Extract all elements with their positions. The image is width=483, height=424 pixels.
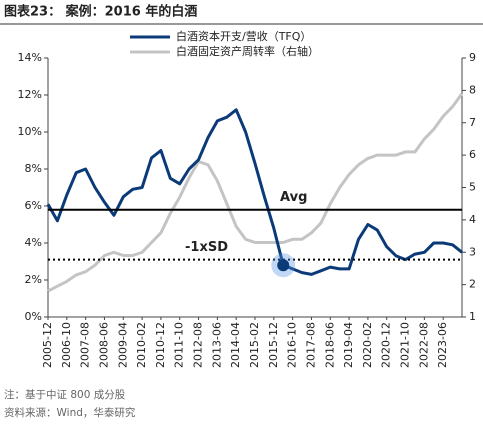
x-tick-label: 2014-04 bbox=[229, 322, 242, 368]
x-tick-label: 2008-06 bbox=[97, 322, 110, 368]
highlight-dot bbox=[277, 259, 290, 272]
x-tick-label: 2010-12 bbox=[154, 322, 167, 368]
x-tick-label: 2016-10 bbox=[286, 322, 299, 368]
reference-label: Avg bbox=[280, 190, 307, 205]
x-tick-label: 2013-06 bbox=[210, 322, 223, 368]
y2-tick-label: 9 bbox=[469, 51, 476, 64]
y-tick-label: 2% bbox=[25, 273, 42, 286]
x-tick-label: 2007-08 bbox=[79, 322, 92, 368]
x-tick-label: 2022-08 bbox=[417, 322, 430, 368]
note: 资料来源：Wind，华泰研究 bbox=[4, 406, 136, 419]
x-tick-label: 2017-08 bbox=[304, 322, 317, 368]
y2-tick-label: 3 bbox=[469, 245, 476, 258]
x-tick-label: 2020-02 bbox=[361, 322, 374, 368]
x-tick-label: 2021-10 bbox=[399, 322, 412, 368]
y2-tick-label: 1 bbox=[469, 310, 476, 323]
y2-tick-label: 6 bbox=[469, 148, 476, 161]
y2-tick-label: 2 bbox=[469, 278, 476, 291]
legend-label: 白酒资本开支/营收（TFQ） bbox=[176, 29, 311, 43]
note: 注：基于中证 800 成分股 bbox=[4, 388, 126, 401]
y-tick-label: 6% bbox=[25, 199, 42, 212]
y2-tick-label: 8 bbox=[469, 83, 476, 96]
x-tick-label: 2020-12 bbox=[380, 322, 393, 368]
y-tick-label: 12% bbox=[18, 88, 42, 101]
x-tick-label: 2015-02 bbox=[248, 322, 261, 368]
y2-tick-label: 4 bbox=[469, 213, 476, 226]
x-tick-label: 2019-04 bbox=[342, 322, 355, 368]
chart-title: 图表23： 案例：2016 年的白酒 bbox=[4, 4, 197, 20]
y-tick-label: 4% bbox=[25, 236, 42, 249]
y-tick-label: 0% bbox=[25, 310, 42, 323]
x-tick-label: 2012-08 bbox=[192, 322, 205, 368]
y2-tick-label: 5 bbox=[469, 181, 476, 194]
x-tick-label: 2023-06 bbox=[436, 322, 449, 368]
x-tick-label: 2006-10 bbox=[60, 322, 73, 368]
y-tick-label: 14% bbox=[18, 51, 42, 64]
x-tick-label: 2011-10 bbox=[173, 322, 186, 368]
legend-label: 白酒固定资产周转率（右轴） bbox=[176, 44, 319, 58]
y2-tick-label: 7 bbox=[469, 116, 476, 129]
x-tick-label: 2018-06 bbox=[323, 322, 336, 368]
y-tick-label: 10% bbox=[18, 125, 42, 138]
x-tick-label: 2005-12 bbox=[41, 322, 54, 368]
series-line bbox=[46, 108, 463, 276]
series-line bbox=[47, 92, 464, 293]
x-tick-label: 2015-12 bbox=[267, 322, 280, 368]
x-tick-label: 2009-04 bbox=[116, 322, 129, 368]
x-tick-label: 2010-02 bbox=[135, 322, 148, 368]
reference-label: -1xSD bbox=[185, 240, 228, 255]
y-tick-label: 8% bbox=[25, 162, 42, 175]
